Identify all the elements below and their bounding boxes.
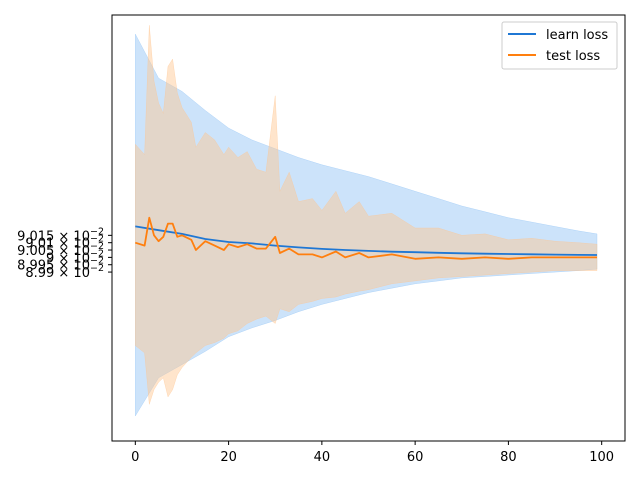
x-tick-label: 0 [131, 450, 139, 465]
series-line-test-loss [135, 216, 597, 260]
y-tick-label: 9.01 × 10−2 [25, 234, 104, 252]
legend: learn loss test loss [501, 21, 618, 70]
y-tick-label: 9 × 10−2 [46, 248, 104, 266]
series-line-learn-loss [135, 225, 598, 256]
x-tick-label: 60 [407, 450, 424, 465]
y-tick-label: 9.015 × 10−2 [17, 226, 104, 244]
series-lines [135, 216, 598, 260]
x-tick-label: 100 [589, 450, 614, 465]
y-axis: 8.99 × 10−28.995 × 10−29 × 10−29.005 × 1… [17, 226, 112, 281]
x-tick-label: 20 [220, 450, 237, 465]
y-tick-label: 8.995 × 10−2 [17, 256, 104, 274]
x-axis: 0 20 40 60 80 100 [131, 441, 614, 465]
x-tick-label: 80 [500, 450, 517, 465]
band-test-loss [135, 25, 598, 405]
plot-frame [111, 14, 626, 442]
error-bands [135, 25, 598, 417]
x-tick-label: 40 [314, 450, 331, 465]
legend-label-test-loss: test loss [546, 49, 600, 64]
y-tick-label: 9.005 × 10−2 [17, 241, 104, 259]
y-tick-label: 8.99 × 10−2 [25, 263, 104, 281]
legend-label-learn-loss: learn loss [546, 28, 608, 43]
